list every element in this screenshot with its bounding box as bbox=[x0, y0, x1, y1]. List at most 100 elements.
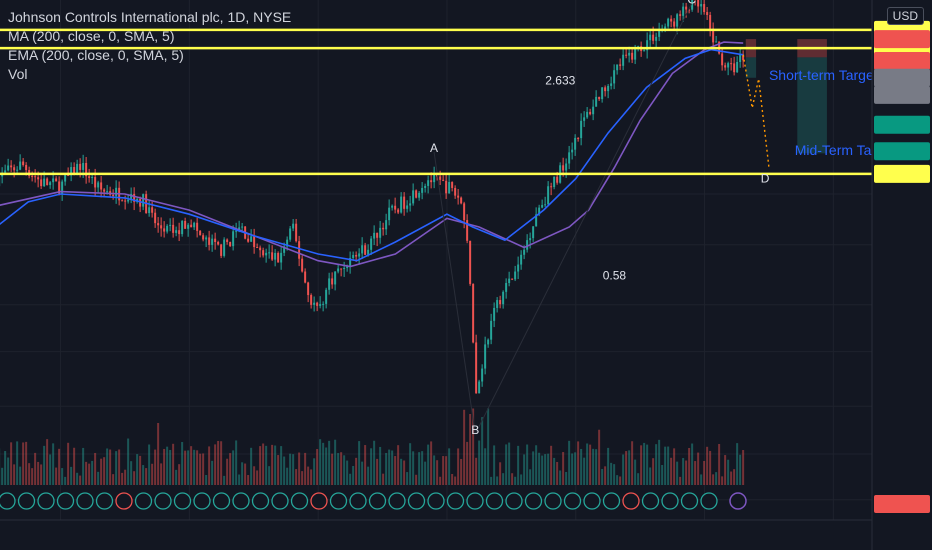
candle-body bbox=[262, 250, 265, 256]
earnings-marker[interactable] bbox=[37, 492, 55, 510]
earnings-marker[interactable] bbox=[700, 492, 718, 510]
volume-bar bbox=[451, 473, 454, 485]
volume-bar bbox=[715, 472, 718, 485]
volume-bar bbox=[583, 457, 586, 485]
symbol-title[interactable]: Johnson Controls International plc, 1D, … bbox=[8, 9, 292, 25]
volume-bar bbox=[241, 462, 244, 485]
earnings-marker[interactable] bbox=[193, 492, 211, 510]
volume-bar bbox=[673, 448, 676, 485]
fib-ratio-label: 0.58 bbox=[603, 268, 627, 282]
candle-body bbox=[10, 165, 13, 168]
candle-body bbox=[610, 83, 613, 86]
earnings-marker[interactable] bbox=[56, 492, 75, 510]
candle-body bbox=[91, 177, 94, 179]
candle-body bbox=[442, 179, 445, 181]
candle-body bbox=[499, 300, 502, 305]
volume-bar bbox=[322, 442, 325, 485]
earnings-marker[interactable] bbox=[310, 492, 328, 510]
earnings-marker[interactable] bbox=[232, 492, 250, 510]
earnings-marker[interactable] bbox=[329, 492, 348, 510]
volume-bar bbox=[553, 457, 556, 485]
candle-body bbox=[319, 304, 322, 306]
candle-body bbox=[655, 36, 658, 41]
volume-bar bbox=[538, 452, 541, 485]
earnings-marker[interactable] bbox=[427, 492, 445, 510]
volume-indicator-label[interactable]: Vol bbox=[8, 66, 28, 82]
earnings-marker[interactable] bbox=[115, 492, 133, 510]
ma-indicator-label[interactable]: MA (200, close, 0, SMA, 5) bbox=[8, 28, 175, 44]
earnings-marker[interactable] bbox=[505, 492, 523, 510]
volume-bar bbox=[301, 471, 304, 485]
earnings-marker[interactable] bbox=[446, 492, 465, 510]
candle-body bbox=[634, 47, 637, 60]
candle-body bbox=[454, 187, 457, 196]
earnings-marker[interactable] bbox=[563, 492, 582, 510]
candle-body bbox=[4, 170, 7, 173]
volume-bar bbox=[325, 447, 328, 485]
earnings-marker[interactable] bbox=[407, 492, 426, 510]
earnings-marker[interactable] bbox=[524, 492, 543, 510]
earnings-marker[interactable] bbox=[466, 492, 484, 510]
earnings-marker[interactable] bbox=[17, 492, 36, 510]
candle-body bbox=[724, 65, 727, 68]
volume-bar bbox=[256, 470, 259, 485]
volume-bar bbox=[466, 441, 469, 485]
volume-bar bbox=[382, 473, 385, 485]
earnings-marker[interactable] bbox=[251, 492, 270, 510]
candle-body bbox=[514, 271, 517, 280]
earnings-marker[interactable] bbox=[602, 492, 621, 510]
earnings-marker[interactable] bbox=[76, 492, 94, 510]
earnings-marker[interactable] bbox=[368, 492, 387, 510]
volume-bar bbox=[151, 463, 154, 485]
earnings-marker[interactable] bbox=[622, 492, 640, 510]
ema-indicator-label[interactable]: EMA (200, close, 0, SMA, 5) bbox=[8, 47, 184, 63]
earnings-marker[interactable] bbox=[290, 492, 309, 510]
candle-body bbox=[349, 257, 352, 267]
volume-bar bbox=[505, 444, 508, 485]
volume-bar bbox=[352, 465, 355, 485]
earnings-marker[interactable] bbox=[95, 492, 114, 510]
earnings-marker[interactable] bbox=[0, 492, 16, 510]
candle-body bbox=[589, 111, 592, 115]
volume-bar bbox=[373, 440, 376, 485]
candle-body bbox=[613, 70, 616, 84]
volume-bar bbox=[319, 439, 322, 485]
volume-bar bbox=[220, 441, 223, 485]
earnings-marker[interactable] bbox=[544, 492, 562, 510]
volume-bar bbox=[130, 461, 133, 485]
earnings-marker[interactable] bbox=[212, 492, 231, 510]
earnings-marker[interactable] bbox=[154, 492, 172, 510]
candle-body bbox=[301, 258, 304, 272]
earnings-marker[interactable] bbox=[388, 492, 406, 510]
candle-body bbox=[100, 182, 103, 190]
candle-body bbox=[223, 239, 226, 256]
earnings-marker[interactable] bbox=[641, 492, 660, 510]
earnings-marker[interactable] bbox=[134, 492, 153, 510]
earnings-marker[interactable] bbox=[173, 492, 192, 510]
candle-body bbox=[358, 253, 361, 257]
candle-body bbox=[727, 63, 730, 68]
candle-body bbox=[424, 185, 427, 188]
volume-bar bbox=[25, 441, 28, 485]
earnings-marker[interactable] bbox=[583, 492, 601, 510]
volume-bar bbox=[544, 454, 547, 485]
volume-bar bbox=[646, 444, 649, 485]
volume-bar bbox=[229, 453, 232, 485]
earnings-marker[interactable] bbox=[485, 492, 504, 510]
volume-bar bbox=[487, 408, 490, 485]
currency-button[interactable]: USD bbox=[886, 7, 924, 25]
earnings-marker[interactable] bbox=[349, 492, 367, 510]
earnings-marker[interactable] bbox=[271, 492, 289, 510]
candle-body bbox=[151, 207, 154, 213]
candle-body bbox=[133, 193, 136, 202]
candle-body bbox=[445, 180, 448, 194]
earnings-marker-upcoming[interactable] bbox=[729, 492, 747, 510]
volume-bar bbox=[28, 463, 31, 485]
candle-body bbox=[619, 64, 622, 66]
earnings-marker[interactable] bbox=[680, 492, 699, 510]
volume-bar bbox=[721, 476, 724, 485]
candle-body bbox=[682, 6, 685, 16]
earnings-marker[interactable] bbox=[661, 492, 679, 510]
